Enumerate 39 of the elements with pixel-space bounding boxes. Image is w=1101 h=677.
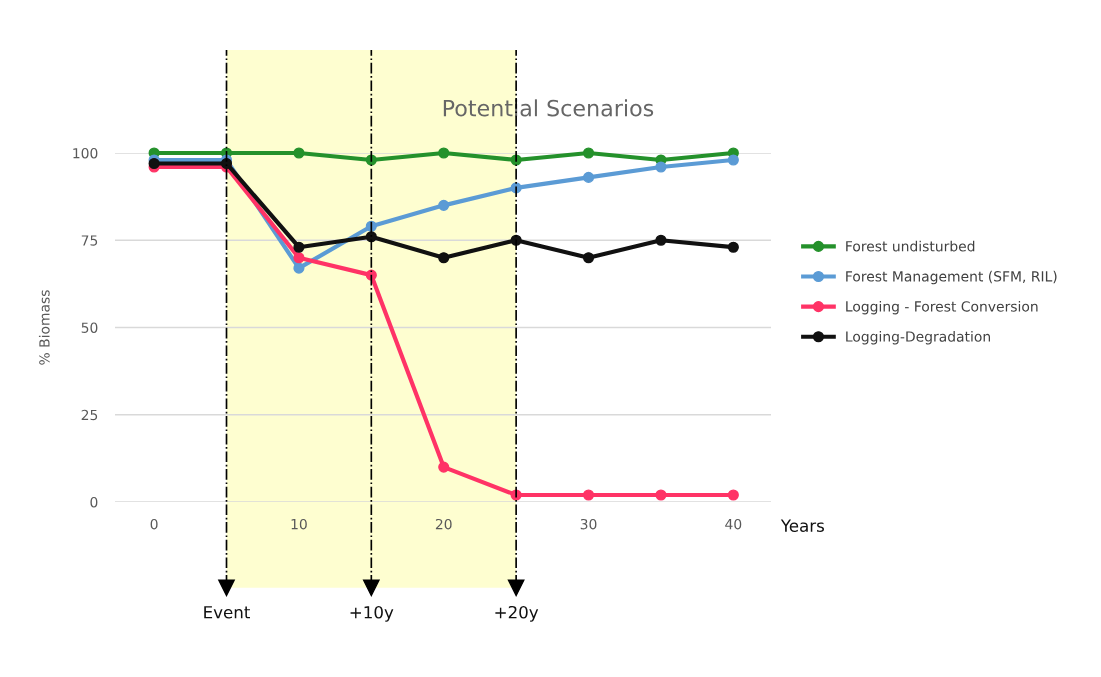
point	[293, 147, 305, 159]
point	[727, 241, 739, 253]
ref-line-label: +10y	[350, 605, 394, 622]
point	[582, 171, 595, 183]
y-tick-label: 25	[81, 409, 98, 421]
point	[582, 489, 595, 501]
point	[438, 461, 450, 473]
y-tick-label: 50	[81, 322, 98, 333]
point	[148, 157, 160, 170]
point	[655, 489, 667, 501]
chart-title: Potential Scenarios	[443, 99, 654, 117]
point	[582, 147, 595, 159]
ref-line-label: +20y	[495, 605, 539, 622]
y-axis-title: % Biomass	[38, 290, 50, 365]
point	[438, 199, 450, 211]
point	[438, 147, 450, 159]
point	[293, 252, 305, 264]
point	[727, 154, 739, 166]
x-tick-label: 30	[580, 518, 597, 530]
point	[655, 234, 667, 246]
legend-label: Forest undisturbed	[846, 240, 975, 252]
legend-label: Logging-Degradation	[846, 331, 990, 345]
legend-label: Forest Management (SFM, RIL)	[846, 270, 1057, 285]
legend-label: Logging - Forest Conversion	[846, 300, 1038, 315]
point	[293, 241, 305, 253]
point	[293, 262, 305, 274]
point	[438, 252, 450, 264]
x-tick-label: 20	[435, 518, 452, 530]
point	[655, 161, 667, 173]
x-tick-label: 40	[725, 518, 742, 530]
y-tick-label: 0	[90, 496, 98, 508]
ref-line-label: Event	[204, 606, 250, 619]
x-tick-label: 10	[291, 518, 307, 530]
x-tick-label: 0	[150, 518, 158, 530]
point	[727, 489, 739, 501]
x-axis-title: Years	[780, 519, 824, 532]
point	[582, 252, 595, 264]
y-tick-label: 100	[73, 147, 98, 159]
y-tick-label: 75	[81, 235, 98, 246]
